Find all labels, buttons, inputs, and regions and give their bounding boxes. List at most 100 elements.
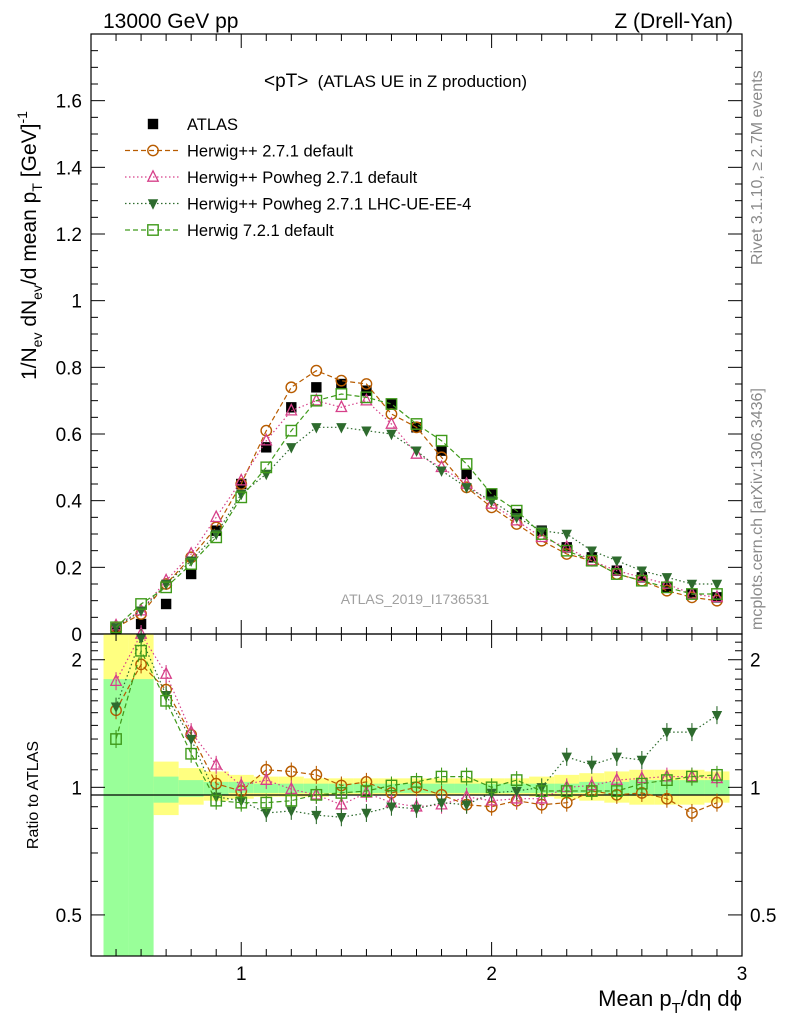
main-point-powheg [285,403,298,416]
ratio-point-herwig7 [160,694,173,707]
ratio-point-powheg [510,791,523,804]
legend-marker-herwigpp [147,144,159,157]
x-tick-label: 2 [486,964,497,985]
ratio-point-herwig7 [335,787,348,799]
main-point-powheg [385,416,398,429]
main-point-herwig7 [686,588,698,600]
main-y-tick-label: 0.4 [56,492,83,513]
ylabel-sub3: T [29,183,45,192]
main-point-atlas [261,442,272,453]
ratio-point-herwig7 [435,770,448,783]
ratio-point-herwig7 [635,777,648,790]
main-point-herwig7 [360,391,373,404]
main-point-powheg [685,586,699,599]
main-point-powheg_ue [386,429,397,441]
ratio-point-herwig7 [560,785,573,797]
ratio-point-powheg_ue [261,808,272,820]
legend-item-herwig7: Herwig 7.2.1 default [125,222,334,240]
ratio-point-herwig7 [385,779,398,792]
main-point-atlas [160,598,172,610]
main-line-powheg [115,400,718,627]
main-point-herwig7 [535,528,548,540]
ratio-point-herwig7 [235,796,248,809]
main-line-herwigpp [115,370,718,628]
ylabel-p1: 1/N [18,347,41,380]
legend-marker-herwig7 [147,224,159,236]
legend-item-powheg_ue: Herwig++ Powheg 2.7.1 LHC-UE-EE-4 [125,196,471,214]
main-point-powheg [234,473,248,486]
plot-title: <pT> (ATLAS UE in Z production) [264,71,527,92]
main-point-powheg [610,563,624,576]
main-point-powheg_ue [311,423,322,434]
main-point-atlas [336,378,347,390]
main-point-herwig7 [110,621,122,634]
legend-marker-atlas [147,118,159,130]
main-point-herwig7 [660,581,673,594]
ratio-point-powheg_ue [411,804,422,815]
ylabel-p4: [GeV] [18,124,41,184]
main-series-layer [109,364,724,635]
main-point-atlas [486,488,497,500]
ratio-point-herwigpp [660,792,673,805]
main-point-herwigpp [335,374,348,387]
main-y-tick-label: 1.6 [56,92,82,113]
main-series-powheg [109,393,724,631]
ratio-point-herwig7 [410,775,423,788]
mcplots-label: mcplots.cern.ch [arXiv:1306.3436] [749,388,766,630]
ratio-point-powheg_ue [711,710,723,722]
main-point-powheg_ue [586,546,597,557]
main-point-herwig7 [585,554,598,567]
ratio-point-herwig7 [660,774,673,787]
ratio-frame [90,633,743,957]
ratio-point-herwig7 [260,796,273,809]
main-point-herwigpp [360,378,373,390]
ratio-y-tick-label-right: 1 [750,778,761,799]
ratio-band-inner [153,776,179,803]
ratio-point-powheg [234,777,248,791]
ratio-band-inner [679,780,705,795]
main-point-herwig7 [260,461,273,474]
ratio-point-powheg [159,666,173,679]
main-point-herwig7 [310,394,323,407]
ratio-band-inner [178,780,204,797]
ratio-point-herwigpp [310,768,323,781]
main-y-tick-label: 0.6 [56,425,82,446]
ratio-panel: 0.5 0.5 1 1 2 2 1 2 3 Ratio to ATLAS Mean pT/dη … [25,625,776,1017]
ratio-point-herwig7 [360,785,373,797]
ylabel-p3: /d mean p [18,192,41,285]
ratio-point-herwig7 [110,733,122,745]
legend-item-powheg: Herwig++ Powheg 2.7.1 default [125,169,418,187]
ratio-point-powheg_ue [661,727,673,739]
ratio-y-tick-label-right: 0.5 [750,906,776,927]
ratio-ticks [91,634,743,956]
main-point-powheg_ue [686,579,698,591]
x-tick-label: 3 [737,964,748,985]
main-point-powheg_ue [561,529,572,541]
main-point-herwig7 [560,544,573,557]
y-axis-label-main: 1/Nev dNev/d mean pT [GeV]-1 [14,111,45,380]
plot-title-sub: (ATLAS UE in Z production) [318,72,527,91]
header-left: 13000 GeV pp [103,10,238,33]
ratio-y-tick-label: 2 [71,651,82,672]
main-point-powheg_ue [110,623,122,634]
legend-item-atlas: ATLAS [147,116,238,134]
main-point-powheg_ue [361,426,372,437]
main-point-herwig7 [510,504,523,517]
ratio-point-powheg_ue [311,810,322,822]
legend-label-powheg: Herwig++ Powheg 2.7.1 default [187,169,418,187]
main-point-powheg_ue [636,566,648,577]
main-point-atlas [311,382,322,393]
plot-title-main: <pT> [264,71,308,92]
main-panel: 0 0.2 0.4 0.6 0.8 1 1.2 1.4 1.6 <pT> (ATLAS UE i… [14,33,743,646]
ratio-point-powheg_ue [586,760,597,772]
main-point-atlas [361,385,372,396]
rivet-label: Rivet 3.1.10, ≥ 2.7M events [749,70,766,265]
main-point-herwig7 [285,424,298,437]
main-point-powheg [710,589,724,603]
x-tick-label: 1 [236,964,247,985]
main-point-herwig7 [711,588,723,600]
ylabel-p2: dN [18,300,41,333]
ratio-point-herwig7 [510,774,523,787]
ratio-band-inner [128,679,154,956]
main-point-powheg [209,509,223,523]
